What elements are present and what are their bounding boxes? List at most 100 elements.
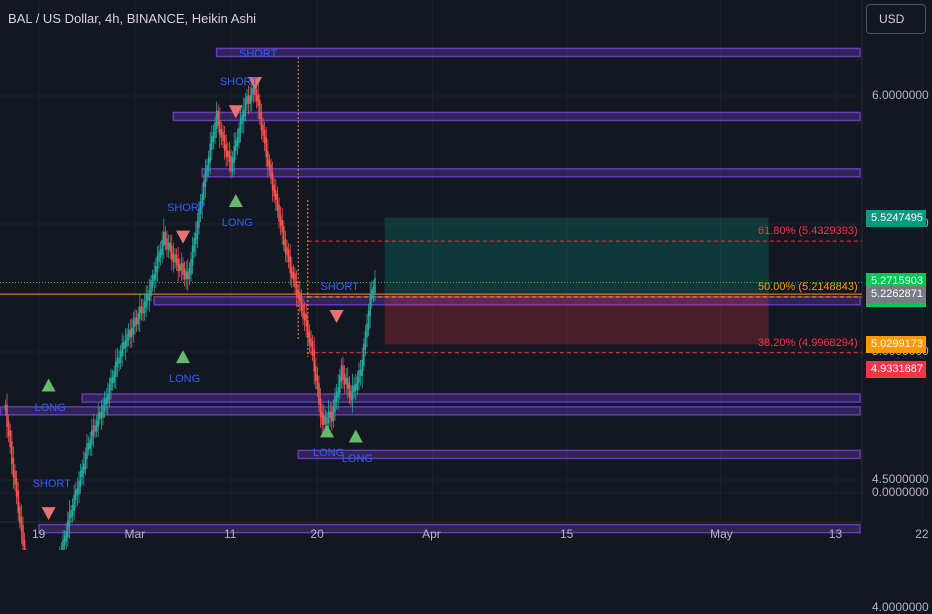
candle-body — [78, 481, 80, 494]
candle-body — [325, 416, 327, 425]
candle-body — [313, 349, 315, 371]
candle-body — [318, 383, 320, 404]
candle-body — [265, 137, 267, 156]
candle-body — [286, 247, 288, 255]
candle-body — [363, 344, 365, 366]
candle-body — [165, 232, 167, 245]
candle-body — [75, 490, 77, 501]
candle-body — [62, 539, 64, 550]
fib-label: 50.00% (5.2148843) — [758, 281, 858, 293]
candle-body — [160, 249, 162, 258]
candle-body — [187, 271, 189, 279]
candle-body — [361, 360, 363, 376]
candle-body — [155, 266, 157, 279]
candle-body — [310, 338, 312, 347]
candle-body — [173, 254, 175, 263]
candle-body — [224, 135, 226, 150]
candle-body — [373, 287, 375, 295]
candle-body — [189, 268, 191, 279]
candle-body — [331, 412, 333, 422]
candle-body — [171, 246, 173, 260]
candle-body — [6, 405, 8, 427]
candle-body — [181, 263, 183, 270]
time-axis-label: 19 — [32, 527, 45, 541]
fib-label: 61.80% (5.4329393) — [758, 225, 858, 237]
candle-body — [193, 238, 195, 252]
candle-body — [307, 320, 309, 337]
sr-zone — [217, 48, 860, 56]
sr-zone — [202, 169, 860, 177]
candle-body — [142, 307, 144, 314]
candle-body — [352, 386, 354, 400]
long-signal-marker — [349, 430, 363, 443]
candle-body — [206, 165, 208, 176]
candle-body — [137, 313, 139, 324]
candle-body — [9, 430, 11, 447]
candle-body — [17, 491, 19, 513]
candle-body — [85, 453, 87, 470]
time-axis-label: 15 — [560, 527, 573, 541]
candle-body — [275, 190, 277, 200]
currency-button[interactable]: USD — [866, 4, 926, 34]
candle-body — [334, 396, 336, 413]
long-signal-label: LONG — [169, 373, 200, 385]
candle-body — [123, 342, 125, 349]
time-axis-label: Apr — [422, 527, 441, 541]
candle-body — [67, 521, 69, 538]
candle-body — [158, 252, 160, 262]
candle-body — [238, 128, 240, 144]
candle-body — [329, 411, 331, 417]
price-tag: 5.5247495 — [866, 210, 926, 227]
candle-body — [232, 157, 234, 172]
chart-stage: BAL / US Dollar, 4h, BINANCE, Heikin Ash… — [0, 0, 932, 550]
candle-body — [296, 281, 298, 296]
candle-body — [125, 340, 127, 348]
candle-body — [371, 289, 373, 299]
candle-body — [153, 274, 155, 281]
candle-body — [77, 488, 79, 495]
candle-body — [16, 479, 18, 497]
price-chart[interactable] — [0, 0, 932, 550]
candle-body — [365, 331, 367, 349]
candle-body — [107, 394, 109, 403]
candle-body — [333, 406, 335, 421]
candle-body — [96, 421, 98, 432]
candle-body — [336, 392, 338, 402]
candle-body — [230, 156, 232, 172]
candle-body — [253, 87, 255, 94]
candle-body — [129, 330, 131, 337]
candle-body — [86, 444, 88, 459]
candle-body — [349, 383, 351, 398]
candle-body — [353, 384, 355, 392]
candle-body — [283, 226, 285, 245]
candle-body — [213, 132, 215, 142]
candle-body — [169, 243, 171, 252]
candle-body — [270, 164, 272, 179]
candle-body — [89, 439, 91, 449]
candle-body — [65, 531, 67, 541]
candle-body — [176, 255, 178, 265]
candle-body — [185, 271, 187, 279]
candle-body — [374, 278, 376, 293]
candle-body — [368, 310, 370, 329]
candle-body — [182, 263, 184, 275]
candle-body — [297, 290, 299, 298]
candle-body — [102, 405, 104, 418]
candle-body — [14, 471, 16, 484]
candle-body — [64, 535, 66, 545]
price-axis-label: 4.0000000 — [872, 600, 929, 614]
long-signal-label: LONG — [35, 402, 66, 414]
candle-body — [222, 132, 224, 141]
candle-body — [294, 274, 296, 288]
candle-body — [161, 240, 163, 255]
candle-body — [293, 272, 295, 280]
candle-body — [264, 130, 266, 144]
candle-body — [141, 306, 143, 312]
short-signal-label: SHORT — [321, 281, 359, 293]
candle-body — [150, 280, 152, 296]
candle-body — [299, 292, 301, 301]
short-signal-marker — [330, 310, 344, 323]
candle-body — [101, 412, 103, 418]
candle-body — [302, 305, 304, 319]
candle-body — [24, 540, 26, 550]
